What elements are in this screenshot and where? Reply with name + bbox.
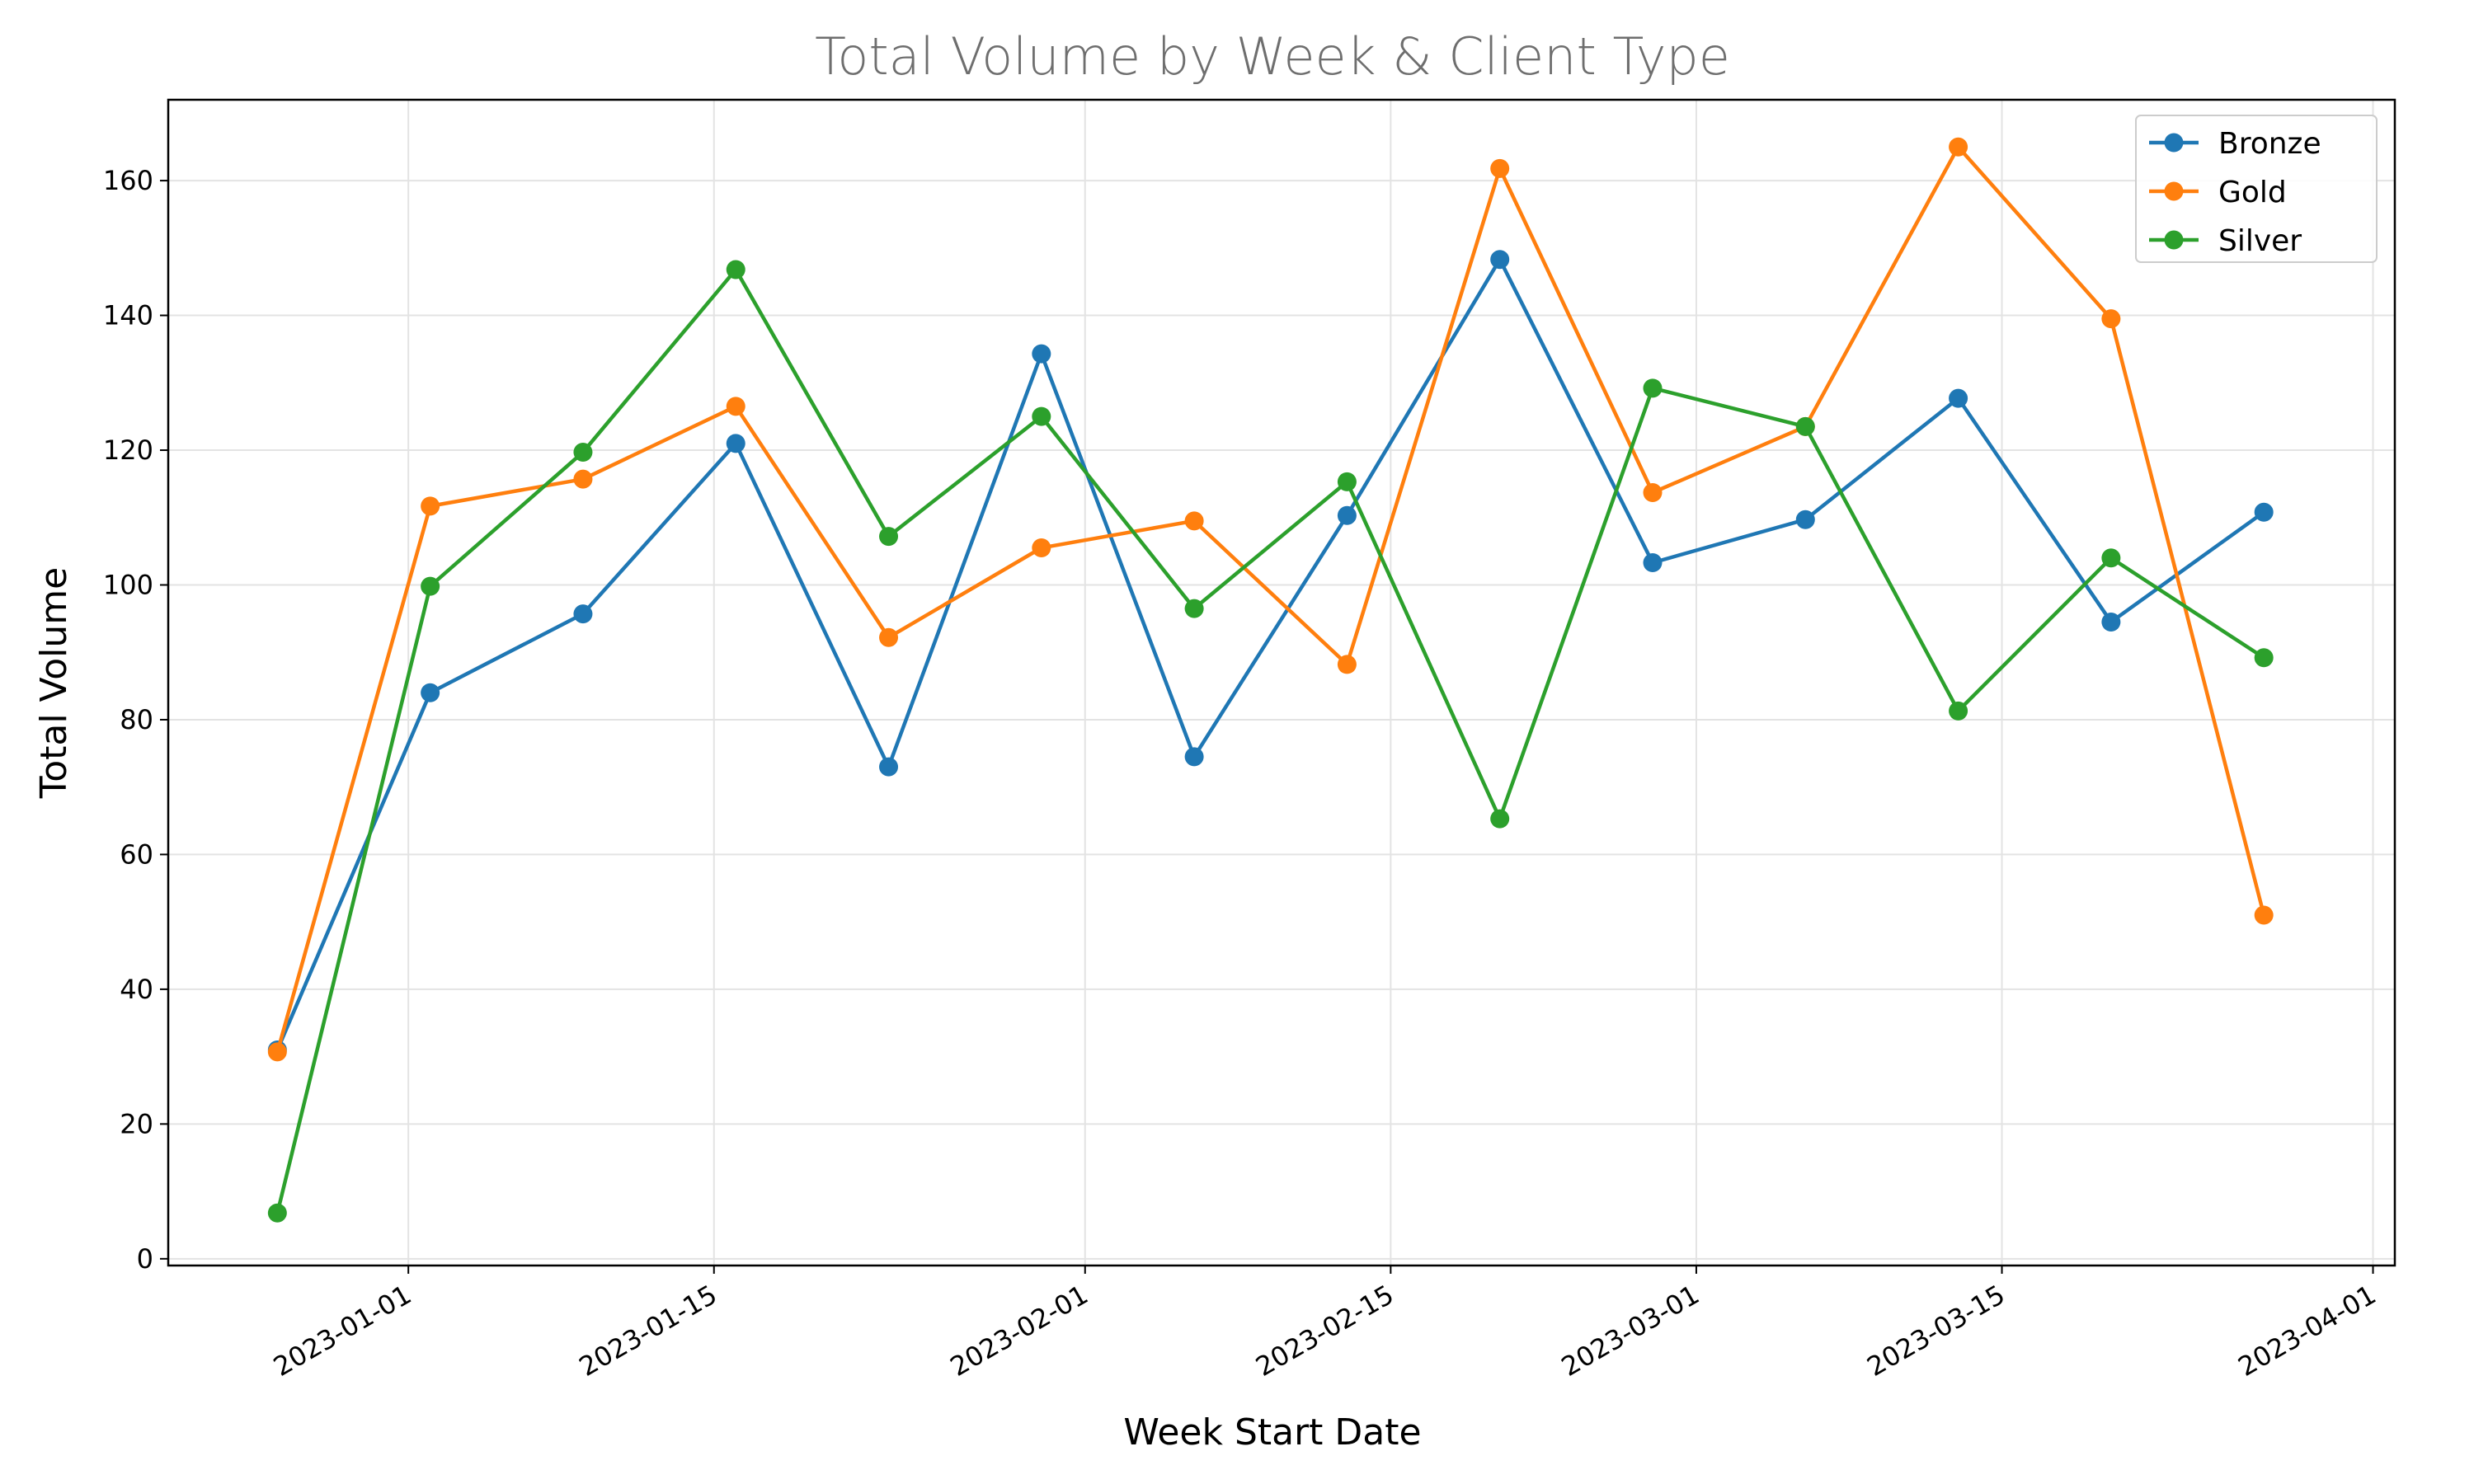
- data-point-bronze: [1337, 505, 1357, 525]
- data-point-bronze: [1032, 344, 1051, 364]
- data-point-silver: [267, 1203, 287, 1223]
- data-point-silver: [1032, 406, 1051, 426]
- legend-marker-bronze: [2164, 133, 2184, 153]
- data-point-silver: [421, 576, 440, 596]
- data-point-silver: [2101, 548, 2121, 568]
- data-point-bronze: [1490, 250, 1510, 270]
- data-point-silver: [1337, 472, 1357, 491]
- data-point-gold: [2101, 309, 2121, 329]
- data-point-silver: [726, 260, 745, 279]
- x-tick-label: 2023-03-15: [1861, 1279, 2010, 1383]
- data-point-silver: [573, 442, 593, 462]
- series-line-bronze: [275, 257, 2265, 1051]
- data-point-silver: [1643, 378, 1663, 398]
- data-point-gold: [1337, 655, 1357, 674]
- data-point-gold: [1490, 158, 1510, 178]
- data-point-gold: [726, 397, 745, 416]
- series-gold: [267, 137, 2274, 1062]
- y-tick-label: 160: [103, 165, 153, 196]
- data-point-bronze: [573, 604, 593, 624]
- series-bronze: [267, 250, 2274, 1059]
- legend-label-silver: Silver: [2218, 224, 2302, 258]
- data-point-bronze: [1949, 388, 1968, 408]
- data-point-silver: [1795, 416, 1815, 436]
- legend: Bronze Gold Silver: [2135, 115, 2378, 263]
- y-tick-label: 80: [120, 704, 153, 735]
- x-tick-label: 2023-03-01: [1556, 1279, 1705, 1383]
- series-silver: [267, 260, 2274, 1223]
- data-point-gold: [1643, 483, 1663, 503]
- data-point-bronze: [421, 683, 440, 702]
- data-point-bronze: [879, 757, 899, 777]
- data-point-gold: [2254, 905, 2274, 925]
- data-point-gold: [1949, 137, 1968, 157]
- y-tick-label: 40: [120, 974, 153, 1005]
- x-tick-label: 2023-02-01: [945, 1279, 1094, 1383]
- chart-title: Total Volume by Week & Client Type: [815, 26, 1730, 87]
- legend-marker-silver: [2164, 230, 2184, 250]
- data-point-gold: [1032, 538, 1051, 558]
- data-point-silver: [1949, 701, 1968, 721]
- legend-item-silver: Silver: [2149, 224, 2302, 258]
- data-point-silver: [1184, 599, 1204, 618]
- data-point-silver: [879, 527, 899, 547]
- series-line-gold: [275, 144, 2266, 1053]
- series-layer: [267, 137, 2274, 1223]
- legend-label-bronze: Bronze: [2218, 127, 2321, 161]
- y-tick-label: 140: [103, 300, 153, 331]
- legend-label-gold: Gold: [2218, 176, 2287, 209]
- data-point-gold: [267, 1042, 287, 1062]
- y-tick-label: 0: [137, 1243, 153, 1275]
- data-point-bronze: [1184, 747, 1204, 767]
- y-axis: 0 20 40 60 80 100 120 140 160: [103, 165, 168, 1275]
- y-tick-label: 20: [120, 1108, 153, 1139]
- data-point-gold: [1184, 511, 1204, 531]
- y-axis-label: Total Volume: [33, 567, 75, 799]
- plot-frame: [167, 98, 2396, 1267]
- data-point-bronze: [726, 434, 745, 453]
- data-point-gold: [879, 627, 899, 647]
- data-point-gold: [421, 496, 440, 516]
- data-point-silver: [2254, 648, 2274, 668]
- y-tick-label: 60: [120, 838, 153, 870]
- legend-item-bronze: Bronze: [2149, 127, 2321, 161]
- x-tick-label: 2023-01-01: [268, 1279, 416, 1383]
- x-axis: 2023-01-01 2023-01-15 2023-02-01 2023-02-15…: [268, 1266, 2382, 1383]
- y-tick-label: 100: [103, 569, 153, 600]
- legend-marker-gold: [2164, 181, 2184, 201]
- x-axis-label: Week Start Date: [1123, 1411, 1421, 1453]
- legend-box: [2135, 115, 2378, 263]
- x-tick-label: 2023-02-15: [1250, 1279, 1399, 1383]
- data-point-silver: [1490, 809, 1510, 829]
- x-tick-label: 2023-04-01: [2232, 1279, 2381, 1383]
- data-point-bronze: [2101, 612, 2121, 632]
- y-tick-label: 120: [103, 434, 153, 466]
- series-line-silver: [275, 267, 2265, 1214]
- data-point-bronze: [2254, 502, 2274, 522]
- grid: [168, 100, 2395, 1266]
- data-point-gold: [573, 469, 593, 489]
- legend-item-gold: Gold: [2149, 176, 2287, 209]
- data-point-bronze: [1795, 510, 1815, 529]
- x-tick-label: 2023-01-15: [574, 1279, 722, 1383]
- data-point-bronze: [1643, 553, 1663, 573]
